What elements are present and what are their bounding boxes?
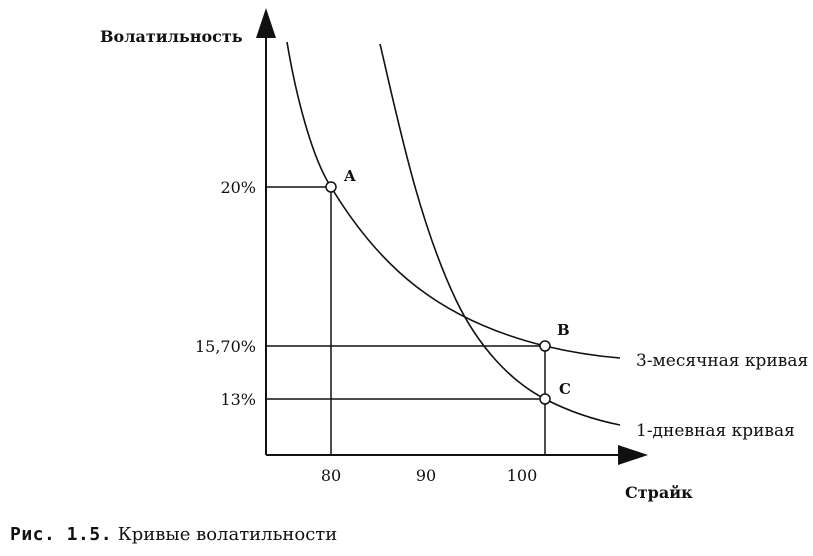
figure-caption-text: Кривые волатильности [117, 524, 338, 545]
volatility-curves-diagram: A B C Волатильность Страйк 20% 15,70% 13… [100, 8, 808, 502]
point-a-label: A [343, 167, 356, 185]
figure-caption: Рис. 1.5. Кривые волатильности [10, 524, 337, 545]
figure-number: Рис. 1.5. [10, 524, 113, 545]
one-day-curve-label: 1-дневная кривая [636, 421, 795, 441]
point-b-marker [539, 340, 551, 352]
x-axis-arrowhead [618, 445, 648, 465]
y-axis-arrowhead [256, 8, 276, 38]
one-day-curve [379, 43, 621, 426]
y-tick-label-15-70: 15,70% [195, 337, 256, 356]
x-tick-label-100: 100 [507, 466, 538, 485]
y-axis-title: Волатильность [100, 27, 243, 46]
point-a-marker [325, 181, 337, 193]
point-b-label: B [557, 321, 570, 339]
y-tick-label-13: 13% [220, 390, 256, 409]
three-month-curve [286, 41, 621, 359]
x-tick-label-80: 80 [321, 466, 341, 485]
three-month-curve-label: 3-месячная кривая [636, 351, 808, 371]
x-axis-title: Страйк [625, 483, 693, 502]
point-c-marker [539, 393, 551, 405]
x-tick-label-90: 90 [416, 466, 436, 485]
point-c-label: C [559, 380, 571, 398]
y-tick-label-20: 20% [220, 178, 256, 197]
